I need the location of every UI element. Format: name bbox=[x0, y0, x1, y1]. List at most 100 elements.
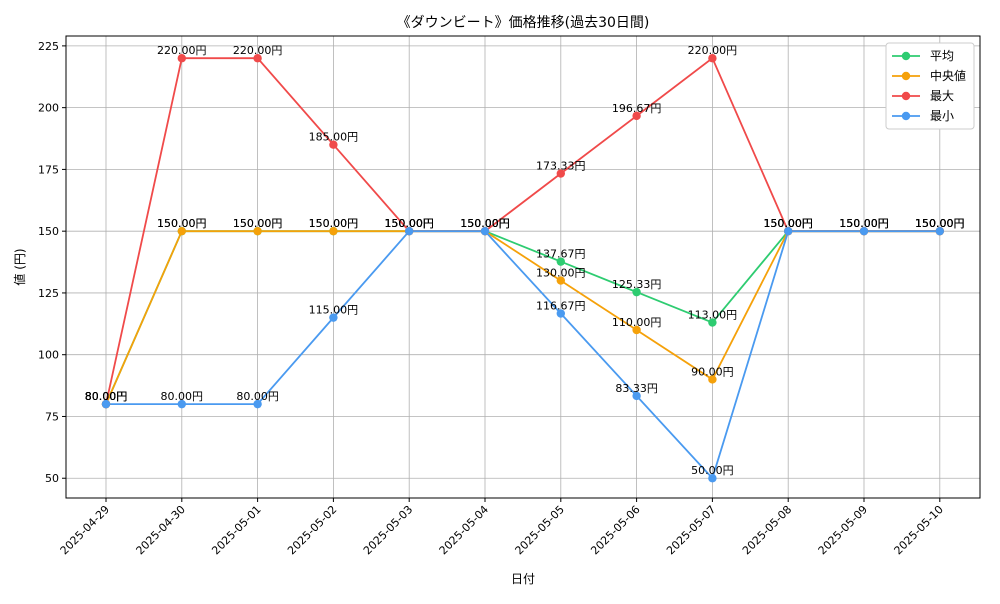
data-point bbox=[708, 375, 717, 384]
legend-swatch-marker bbox=[901, 91, 911, 101]
chart-title: 《ダウンビート》価格推移(過去30日間) bbox=[397, 15, 650, 31]
data-point bbox=[253, 226, 262, 236]
data-label: 150.00円 bbox=[460, 217, 510, 230]
series-line bbox=[106, 230, 940, 480]
legend-frame bbox=[885, 42, 975, 130]
data-label-layer: 80.00円 150.00円 150.00円 150.00円 150.00円 150.00… bbox=[85, 44, 965, 477]
data-label: 150.00円 bbox=[915, 217, 965, 230]
data-point bbox=[708, 474, 717, 483]
data-point bbox=[480, 226, 490, 236]
data-label: 150.00円 bbox=[309, 217, 359, 230]
data-label: 150.00円 bbox=[460, 217, 510, 230]
data-label: 125.33円 bbox=[612, 278, 662, 291]
y-tick-label: 75 bbox=[45, 410, 59, 423]
y-tick-label: 200 bbox=[38, 102, 59, 115]
data-label: 196.67円 bbox=[612, 102, 662, 115]
data-label: 150.00円 bbox=[839, 217, 889, 230]
data-label: 150.00円 bbox=[839, 217, 889, 230]
x-tick-label: 2025-05-01 bbox=[209, 503, 263, 557]
data-label: 113.00円 bbox=[688, 309, 738, 322]
y-axis-ticks: 50 75 100 125 150 175 200 225 bbox=[38, 40, 66, 485]
data-label: 150.00円 bbox=[763, 217, 813, 230]
data-point bbox=[632, 325, 641, 335]
x-axis-ticks: 2025-04-29 2025-04-30 2025-05-01 2025-05-02… bbox=[58, 498, 946, 557]
data-label: 80.00円 bbox=[85, 390, 128, 403]
data-label: 130.00円 bbox=[536, 267, 586, 280]
data-point bbox=[632, 287, 641, 297]
x-tick-label: 2025-05-06 bbox=[588, 503, 642, 557]
legend-swatch-marker bbox=[901, 51, 911, 61]
data-label: 150.00円 bbox=[763, 217, 813, 230]
data-label: 150.00円 bbox=[384, 217, 434, 230]
data-point bbox=[556, 309, 565, 318]
data-label: 80.00円 bbox=[85, 390, 128, 403]
data-point bbox=[784, 226, 793, 236]
x-tick-label: 2025-05-05 bbox=[513, 503, 567, 557]
data-label: 150.00円 bbox=[460, 217, 510, 230]
data-label: 150.00円 bbox=[460, 217, 510, 230]
data-point bbox=[708, 318, 717, 327]
data-point bbox=[632, 391, 641, 401]
legend-label: 平均 bbox=[930, 49, 954, 63]
data-label: 80.00円 bbox=[85, 390, 128, 403]
data-point bbox=[708, 54, 717, 63]
data-point bbox=[859, 226, 869, 236]
grid-layer bbox=[66, 36, 980, 498]
data-label: 115.00円 bbox=[309, 304, 359, 317]
data-label: 150.00円 bbox=[157, 217, 207, 230]
series-line bbox=[105, 230, 940, 405]
y-tick-label: 125 bbox=[38, 287, 59, 300]
data-label: 80.00円 bbox=[85, 390, 128, 403]
data-label: 90.00円 bbox=[691, 365, 734, 378]
data-label: 116.67円 bbox=[536, 300, 586, 313]
x-tick-label: 2025-04-30 bbox=[134, 503, 188, 557]
data-label: 150.00円 bbox=[915, 217, 965, 230]
data-label: 50.00円 bbox=[691, 464, 734, 477]
legend-label: 最小 bbox=[930, 109, 954, 123]
x-tick-label: 2025-05-07 bbox=[664, 503, 718, 557]
data-label: 150.00円 bbox=[384, 217, 434, 230]
series-line bbox=[105, 230, 940, 405]
series-layer bbox=[101, 54, 944, 483]
x-tick-label: 2025-05-10 bbox=[892, 503, 946, 557]
data-label: 220.00円 bbox=[688, 44, 738, 57]
data-label: 83.33円 bbox=[615, 382, 658, 395]
data-point bbox=[101, 399, 111, 409]
data-label: 185.00円 bbox=[309, 131, 359, 144]
data-label: 150.00円 bbox=[233, 217, 283, 230]
data-point bbox=[556, 257, 565, 266]
data-point bbox=[405, 226, 414, 236]
legend-label: 最大 bbox=[930, 89, 954, 103]
data-point bbox=[177, 399, 186, 409]
data-point bbox=[253, 399, 262, 409]
x-tick-label: 2025-05-02 bbox=[285, 503, 339, 557]
x-tick-label: 2025-05-09 bbox=[816, 503, 870, 557]
data-point bbox=[556, 169, 565, 178]
y-tick-label: 225 bbox=[38, 40, 59, 53]
data-point bbox=[177, 226, 186, 236]
x-axis-title: 日付 bbox=[511, 572, 535, 586]
legend-label: 中央値 bbox=[930, 68, 966, 83]
data-point bbox=[329, 140, 338, 149]
data-label: 150.00円 bbox=[915, 217, 965, 230]
data-label: 150.00円 bbox=[384, 217, 434, 230]
data-label: 220.00円 bbox=[157, 44, 207, 57]
data-label: 173.33円 bbox=[536, 160, 586, 173]
data-label: 137.67円 bbox=[536, 248, 586, 261]
data-point bbox=[632, 111, 641, 121]
y-tick-label: 175 bbox=[38, 163, 59, 176]
plot-area-frame bbox=[65, 35, 981, 499]
data-label: 110.00円 bbox=[612, 316, 662, 329]
data-label: 150.00円 bbox=[839, 217, 889, 230]
legend-swatch-marker bbox=[901, 71, 911, 81]
y-tick-label: 150 bbox=[38, 225, 59, 238]
data-label: 150.00円 bbox=[384, 217, 434, 230]
x-tick-label: 2025-04-29 bbox=[58, 503, 112, 557]
x-tick-label: 2025-05-03 bbox=[361, 503, 415, 557]
data-point bbox=[556, 276, 565, 285]
legend-swatch-marker bbox=[901, 111, 911, 121]
data-label: 220.00円 bbox=[233, 44, 283, 57]
